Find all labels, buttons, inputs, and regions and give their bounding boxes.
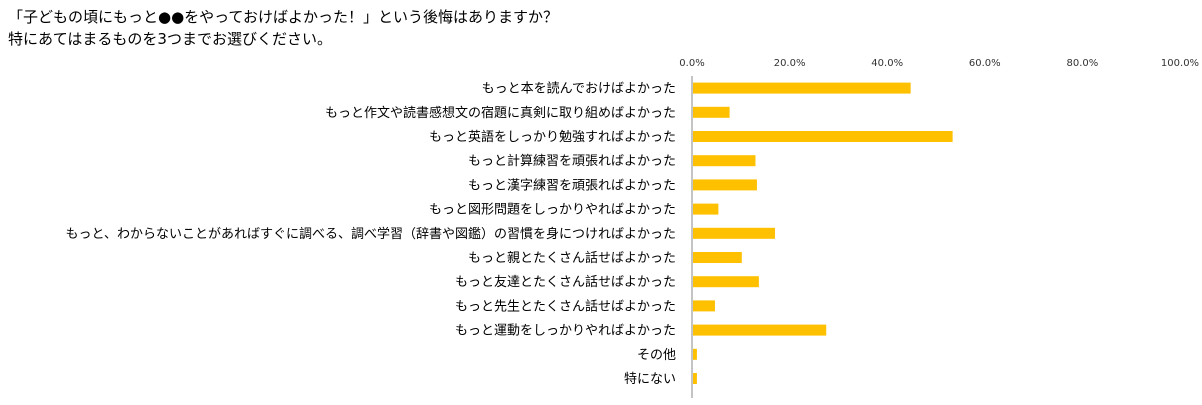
category-label: 特にない [624,372,676,387]
bar [693,276,759,288]
x-tick-label: 100.0% [1161,58,1199,69]
bar [693,252,742,263]
x-tick-label: 60.0% [969,58,1001,69]
category-label: もっと先生とたくさん話せばよかった [455,298,676,314]
chart-title: 「子どもの頃にもっと●●をやっておけばよかった！」という後悔はありますか？ 特に… [8,6,558,50]
bar [693,131,953,142]
bar [693,179,757,191]
x-tick-label: 40.0% [871,58,903,69]
bar [693,324,827,336]
x-tick-label: 80.0% [1067,58,1099,69]
category-label: もっと友達とたくさん話せばよかった [455,274,676,290]
bar [693,203,719,215]
bar [693,155,756,167]
title-line-1: 「子どもの頃にもっと●●をやっておけばよかった！」という後悔はありますか？ [8,8,558,26]
category-label: もっと英語をしっかり勉強すればよかった [429,129,676,145]
x-tick-label: 0.0% [679,58,704,69]
category-label: もっと図形問題をしっかりやればよかった [429,203,676,218]
category-label: もっと作文や読書感想文の宿題に真剣に取り組めばよかった [325,105,676,121]
bar [693,373,697,384]
category-label: もっと漢字練習を頑張ればよかった [468,178,676,193]
bar [693,82,911,94]
category-label: もっと運動をしっかりやればよかった [455,324,676,339]
bar [693,300,715,312]
title-line-2: 特にあてはまるものを3つまでお選びください。 [8,30,332,48]
bar [693,227,775,239]
category-label: その他 [637,348,676,363]
category-label: もっと、わからないことがあればすぐに調べる、調べ学習（辞書や図鑑）の習慣を身につ… [66,226,676,242]
x-tick-label: 20.0% [774,58,806,69]
bar [693,106,730,118]
bar [693,348,697,360]
category-label: もっと親とたくさん話せばよかった [468,250,676,266]
category-label: もっと本を読んでおけばよかった [482,81,676,97]
category-label: もっと計算練習を頑張ればよかった [468,153,676,169]
